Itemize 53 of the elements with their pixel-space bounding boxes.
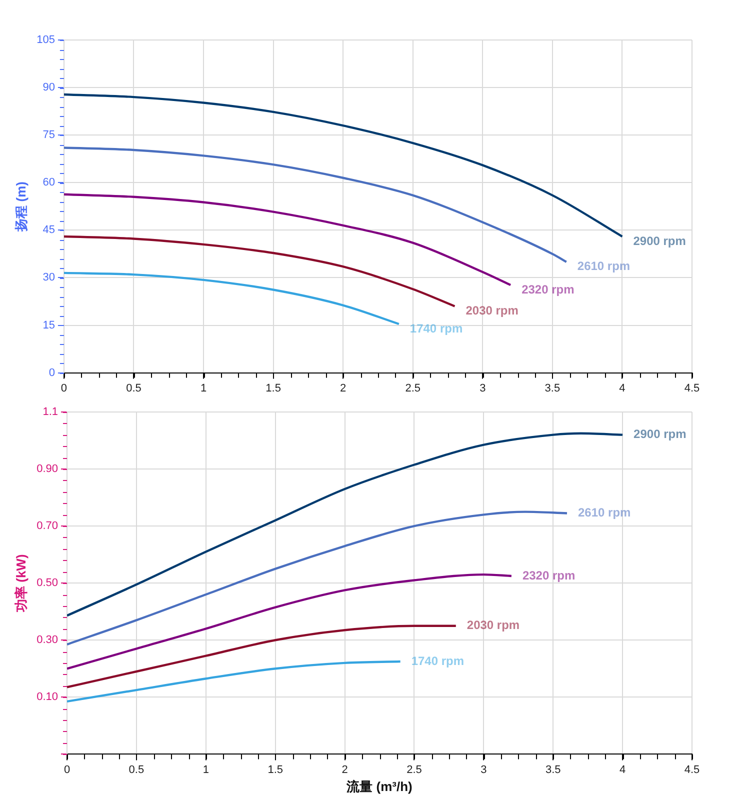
series-label: 2030 rpm bbox=[466, 304, 518, 318]
series-label: 2900 rpm bbox=[634, 427, 686, 442]
x-tick-label: 2.5 bbox=[405, 382, 421, 394]
x-tick-label: 0.5 bbox=[126, 382, 142, 394]
y-tick-label: 105 bbox=[36, 34, 55, 46]
y-tick-label: 0.50 bbox=[36, 577, 58, 590]
y-tick-label: 30 bbox=[42, 272, 55, 284]
y-tick-label: 0 bbox=[48, 366, 55, 379]
x-tick-label: 1 bbox=[202, 764, 209, 776]
line-series bbox=[67, 660, 402, 703]
series-label: 1740 rpm bbox=[411, 654, 464, 668]
y-tick-label: 45 bbox=[42, 224, 55, 236]
x-tick-label: 0.5 bbox=[128, 764, 144, 776]
series-label: 2320 rpm bbox=[522, 568, 576, 582]
series-label: 1740 rpm bbox=[410, 321, 463, 336]
line-series bbox=[64, 193, 512, 286]
x-tick-label: 4.5 bbox=[684, 764, 700, 776]
series-label: 2610 rpm bbox=[578, 506, 631, 520]
y-tick-label: 75 bbox=[42, 129, 55, 142]
series-label: 2030 rpm bbox=[466, 618, 520, 632]
x-tick-label: 1.5 bbox=[266, 382, 281, 394]
x-tick-label: 0 bbox=[60, 382, 68, 394]
x-tick-label: 4.5 bbox=[684, 382, 700, 394]
series-label: 2900 rpm bbox=[633, 234, 686, 248]
x-tick-label: 1 bbox=[200, 382, 207, 394]
x-tick-label: 3.5 bbox=[544, 382, 560, 394]
y-tick-label: 15 bbox=[42, 319, 55, 332]
x-tick-label: 2 bbox=[340, 382, 346, 394]
x-tick-label: 3 bbox=[480, 382, 486, 394]
x-tick-label: 3.5 bbox=[545, 764, 561, 776]
x-tick-label: 2 bbox=[342, 764, 348, 776]
x-tick-label: 4 bbox=[619, 764, 626, 776]
y-axis-title: 扬程 (m) bbox=[13, 181, 28, 232]
line-series bbox=[64, 235, 456, 308]
line-series bbox=[64, 272, 400, 326]
line-series bbox=[64, 146, 568, 263]
line-series bbox=[64, 93, 624, 238]
series-label: 2610 rpm bbox=[577, 259, 630, 274]
y-tick-label: 0.90 bbox=[36, 463, 58, 476]
y-tick-label: 1.1 bbox=[42, 406, 58, 418]
y-tick-label: 0.70 bbox=[36, 520, 58, 532]
x-tick-label: 1.5 bbox=[268, 764, 283, 776]
x-tick-label: 2.5 bbox=[406, 764, 422, 776]
x-tick-label: 3 bbox=[480, 764, 487, 776]
y-tick-label: 60 bbox=[42, 176, 55, 189]
y-tick-label: 0.10 bbox=[36, 691, 58, 704]
x-tick-label: 0 bbox=[64, 764, 70, 776]
series-label: 2320 rpm bbox=[522, 282, 574, 296]
y-axis-title: 功率 (kW) bbox=[13, 554, 28, 613]
y-tick-label: 90 bbox=[42, 82, 55, 94]
y-tick-label: 0.30 bbox=[36, 634, 58, 646]
x-tick-label: 4 bbox=[619, 382, 626, 394]
x-axis-title: 流量 (m³/h) bbox=[346, 778, 412, 794]
